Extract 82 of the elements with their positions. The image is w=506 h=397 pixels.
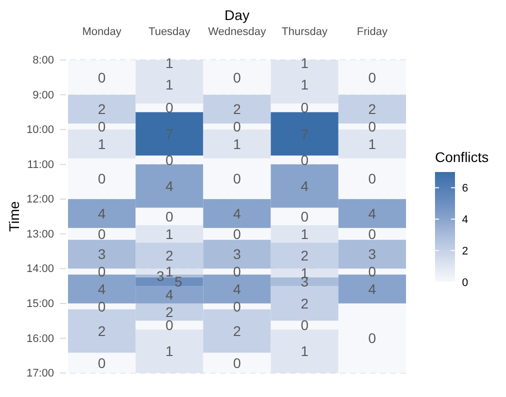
color-bar-label: 4 <box>462 214 468 226</box>
annotation: 2 <box>300 295 309 312</box>
annotation: 4 <box>98 205 106 222</box>
annotation: 7 <box>166 126 174 142</box>
annotation: 3 <box>368 246 376 262</box>
annotation: 2 <box>98 322 106 339</box>
color-bar-label: 2 <box>462 245 468 258</box>
y-tick-label: 17:00 <box>26 368 54 380</box>
annotation: 4 <box>166 286 174 303</box>
annotation: 1 <box>300 343 309 360</box>
annotation: 0 <box>300 317 309 334</box>
y-tick-label: 12:00 <box>26 194 54 206</box>
annotation: 0 <box>98 118 106 134</box>
annotation: 2 <box>300 248 309 264</box>
x-tick-label: Friday <box>356 26 388 38</box>
annotation: 4 <box>166 178 174 194</box>
y-tick-label: 9:00 <box>32 89 54 102</box>
y-tick-label: 13:00 <box>26 228 54 240</box>
color-bar-title: Conflicts <box>435 149 489 165</box>
annotation: 0 <box>300 152 309 168</box>
y-tick-label: 14:00 <box>26 263 54 276</box>
annotation: 2 <box>233 322 242 339</box>
annotation: 0 <box>300 100 309 116</box>
annotation: 1 <box>368 136 376 152</box>
annotation: 1 <box>166 264 174 280</box>
annotation: 3 <box>233 246 242 262</box>
x-tick-label: Wednesday <box>208 26 266 38</box>
x-tick-label: Thursday <box>282 26 328 38</box>
annotation: 0 <box>368 69 376 86</box>
annotation: 4 <box>300 178 309 194</box>
annotation: 1 <box>300 226 309 242</box>
annotation: 0 <box>98 69 106 86</box>
annotation: 0 <box>233 118 242 134</box>
annotation: 1 <box>166 54 174 71</box>
annotation: 4 <box>368 205 376 222</box>
annotation: 0 <box>166 152 174 168</box>
annotation: 1 <box>300 54 309 71</box>
annotation: 7 <box>300 126 309 142</box>
annotation: 0 <box>368 330 376 346</box>
x-tick-label: Monday <box>82 26 122 38</box>
y-tick-label: 10:00 <box>26 124 54 136</box>
y-tick-label: 15:00 <box>26 298 54 310</box>
annotation: 0 <box>368 170 376 187</box>
annotation: 0 <box>368 226 376 242</box>
annotation: 0 <box>300 208 309 224</box>
annotation: 0 <box>233 226 242 242</box>
y-tick-label: 11:00 <box>27 158 54 171</box>
annotation: 2 <box>368 101 376 118</box>
color-bar-label: 0 <box>462 276 468 289</box>
annotation: 2 <box>166 248 174 264</box>
x-tick-label: Tuesday <box>148 26 191 38</box>
chart-title: Day <box>224 7 250 23</box>
annotation: 4 <box>98 280 106 297</box>
annotation: 2 <box>98 101 106 118</box>
annotation: 4 <box>368 280 376 297</box>
annotation: 0 <box>233 298 242 314</box>
color-bar-label: 6 <box>462 182 468 195</box>
annotation: 0 <box>166 208 174 224</box>
annotation: 0 <box>166 100 174 116</box>
y-tick-label: 8:00 <box>32 54 54 67</box>
annotation: 3 <box>156 268 164 284</box>
annotation: 0 <box>98 226 106 242</box>
annotation: 0 <box>233 354 242 371</box>
annotation: 1 <box>166 226 174 242</box>
annotation: 0 <box>233 170 242 187</box>
annotation: 1 <box>166 343 174 360</box>
annotation: 1 <box>98 136 106 152</box>
annotation: 4 <box>233 280 242 297</box>
annotation: 5 <box>174 274 182 290</box>
annotation: 0 <box>98 298 106 314</box>
annotation: 0 <box>98 170 106 187</box>
y-axis-title: Time <box>6 200 22 232</box>
annotation: 1 <box>233 136 242 152</box>
annotation: 0 <box>98 354 106 371</box>
annotation: 0 <box>368 118 376 134</box>
annotation: 1 <box>166 76 174 93</box>
annotation: 4 <box>233 205 242 222</box>
annotation: 2 <box>233 101 242 118</box>
annotation: 1 <box>300 76 309 93</box>
annotation: 0 <box>233 69 242 86</box>
annotation: 3 <box>98 246 106 262</box>
y-tick-label: 16:00 <box>26 332 54 345</box>
